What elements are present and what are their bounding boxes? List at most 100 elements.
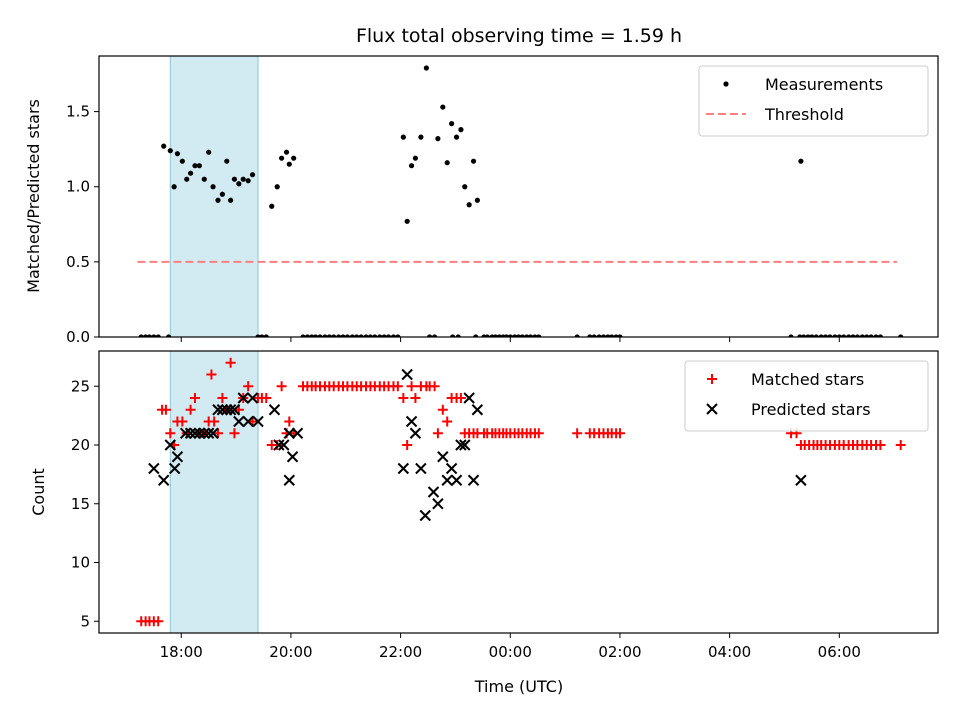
data-point bbox=[304, 334, 310, 337]
data-point bbox=[474, 197, 480, 203]
top-panel-ratio: 0.0 0.5 1.0 1.5 Measurements Threshold bbox=[66, 55, 939, 346]
data-point bbox=[455, 334, 461, 337]
data-point bbox=[818, 334, 824, 337]
data-point bbox=[458, 127, 464, 133]
bottom-panel-counts: 5 10 15 20 25 18:00 20:00 22:00 00:00 02:00 04:00 0… bbox=[71, 350, 939, 661]
predicted-point bbox=[268, 404, 281, 416]
data-point bbox=[219, 191, 225, 197]
predicted-point bbox=[291, 427, 304, 439]
data-point bbox=[274, 184, 280, 190]
data-point bbox=[255, 334, 261, 337]
matched-point bbox=[895, 440, 906, 450]
matched-point bbox=[160, 404, 171, 415]
matched-point bbox=[284, 416, 295, 427]
data-point bbox=[466, 202, 472, 208]
data-point bbox=[877, 334, 884, 337]
top-y-axis-label: Matched/Predicted stars bbox=[24, 99, 43, 293]
data-point bbox=[605, 334, 611, 337]
matched-point bbox=[153, 616, 164, 627]
data-point bbox=[174, 151, 181, 157]
matched-point bbox=[217, 393, 228, 403]
x-tick-label: 04:00 bbox=[708, 643, 751, 661]
data-point bbox=[187, 170, 194, 176]
data-point bbox=[263, 334, 269, 337]
predicted-point bbox=[401, 368, 413, 381]
data-point bbox=[617, 334, 623, 337]
x-tick-label: 06:00 bbox=[818, 643, 861, 661]
legend-label: Threshold bbox=[764, 105, 844, 124]
data-point bbox=[249, 172, 256, 178]
matched-point bbox=[437, 404, 448, 415]
y-tick-label: 15 bbox=[71, 495, 90, 513]
data-point bbox=[146, 334, 153, 337]
matched-point bbox=[875, 440, 886, 450]
data-point bbox=[317, 334, 323, 337]
data-point bbox=[171, 184, 177, 190]
figure-title: Flux total observing time = 1.59 h bbox=[356, 25, 682, 47]
matched-point bbox=[455, 393, 466, 403]
matched-point bbox=[229, 428, 240, 439]
x-axis-label: Time (UTC) bbox=[474, 677, 563, 696]
matched-point bbox=[261, 393, 272, 403]
predicted-point bbox=[397, 462, 410, 475]
data-point bbox=[236, 181, 242, 187]
predicted-point bbox=[283, 474, 295, 486]
predicted-point bbox=[405, 415, 418, 428]
predicted-point bbox=[286, 451, 299, 463]
data-point bbox=[377, 334, 383, 337]
legend-box bbox=[684, 360, 929, 432]
y-tick-label: 1.0 bbox=[66, 178, 90, 196]
data-point bbox=[283, 149, 290, 155]
axes-frame bbox=[98, 350, 939, 634]
predicted-point bbox=[415, 462, 427, 475]
predicted-point bbox=[179, 427, 192, 439]
matched-point bbox=[533, 428, 544, 439]
matched-point bbox=[225, 357, 236, 368]
matched-point bbox=[185, 404, 196, 415]
matched-point bbox=[177, 416, 188, 427]
matched-point bbox=[272, 440, 283, 450]
data-point bbox=[462, 184, 468, 190]
matched-point bbox=[406, 381, 417, 392]
data-point bbox=[423, 65, 429, 71]
data-point bbox=[215, 197, 221, 203]
data-point bbox=[192, 163, 198, 169]
predicted-point bbox=[233, 415, 245, 428]
predicted-point bbox=[273, 439, 285, 451]
data-point bbox=[788, 334, 794, 337]
predicted-point bbox=[467, 474, 480, 486]
matched-point bbox=[392, 381, 403, 392]
legend-swatch bbox=[707, 374, 717, 384]
data-point bbox=[822, 334, 829, 337]
data-point bbox=[450, 334, 456, 337]
data-point bbox=[363, 334, 369, 337]
data-point bbox=[201, 176, 207, 182]
data-point bbox=[336, 334, 342, 337]
predicted-point bbox=[459, 439, 471, 451]
data-point bbox=[331, 334, 337, 337]
predicted-point bbox=[207, 427, 219, 439]
data-point bbox=[349, 334, 355, 337]
data-point bbox=[184, 176, 190, 182]
axes-frame bbox=[98, 55, 939, 338]
legend-label: Predicted stars bbox=[751, 400, 871, 419]
predicted-point bbox=[164, 439, 176, 451]
data-point bbox=[898, 334, 904, 337]
data-point bbox=[210, 184, 216, 190]
data-point bbox=[300, 334, 306, 337]
plot-area bbox=[137, 65, 904, 337]
data-point bbox=[179, 158, 185, 164]
data-point bbox=[519, 334, 525, 337]
data-point bbox=[440, 104, 446, 110]
data-point bbox=[591, 334, 597, 337]
data-point bbox=[432, 334, 438, 337]
predicted-point bbox=[171, 451, 184, 463]
predicted-point bbox=[212, 404, 224, 416]
data-point bbox=[864, 334, 870, 337]
bottom-y-axis-label: Count bbox=[29, 468, 48, 516]
data-point bbox=[453, 134, 460, 140]
data-point bbox=[259, 334, 265, 337]
data-point bbox=[228, 197, 234, 203]
data-point bbox=[600, 334, 607, 337]
predicted-point bbox=[224, 404, 237, 416]
